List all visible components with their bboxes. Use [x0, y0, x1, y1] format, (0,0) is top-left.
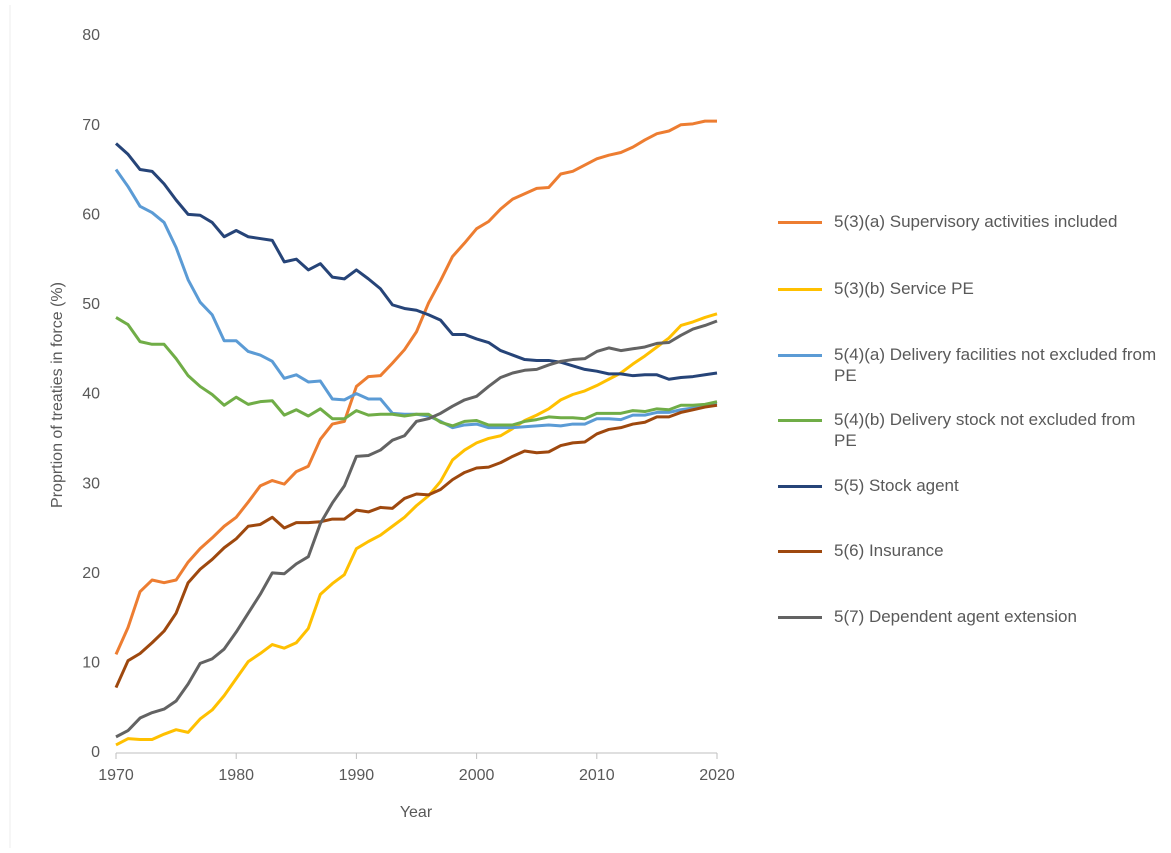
x-axis-title: Year: [400, 804, 433, 821]
legend-swatch: [778, 419, 822, 422]
legend-entry: 5(5) Stock agent: [778, 475, 1160, 496]
legend-label: 5(5) Stock agent: [834, 476, 959, 495]
y-tick-label: 0: [91, 744, 100, 761]
x-tick-label: 2010: [579, 767, 615, 784]
series-line: [114, 403, 718, 689]
series-line: [115, 316, 718, 428]
legend-label: 5(6) Insurance: [834, 541, 944, 560]
y-tick-label: 40: [82, 386, 100, 403]
legend-swatch: [778, 354, 822, 357]
legend-entry: 5(3)(a) Supervisory activities included: [778, 211, 1160, 232]
y-tick-label: 60: [82, 206, 100, 223]
series-line: [115, 312, 718, 747]
legend-label: 5(3)(b) Service PE: [834, 279, 974, 298]
x-tick-label: 1990: [339, 767, 375, 784]
series-line: [114, 142, 718, 381]
legend-entry: 5(4)(a) Delivery facilities not excluded…: [778, 344, 1160, 386]
legend-label: 5(3)(a) Supervisory activities included: [834, 212, 1118, 231]
legend-swatch: [778, 288, 822, 291]
series-line: [114, 119, 717, 656]
y-tick-label: 70: [82, 117, 100, 134]
x-tick-label: 2020: [699, 767, 735, 784]
legend-swatch: [778, 485, 822, 488]
y-axis-title: Proprtion of treaties in force (%): [49, 282, 66, 508]
legend-label: 5(4)(a) Delivery facilities not excluded…: [834, 345, 1157, 385]
x-tick-label: 1980: [218, 767, 254, 784]
y-tick-label: 30: [82, 475, 100, 492]
y-tick-label: 20: [82, 565, 100, 582]
legend-label: 5(4)(b) Delivery stock not excluded from…: [834, 410, 1136, 450]
y-tick-label: 10: [82, 655, 100, 672]
x-tick-label: 1970: [98, 767, 134, 784]
legend-swatch: [778, 550, 822, 553]
legend-entry: 5(3)(b) Service PE: [778, 278, 1160, 299]
y-tick-label: 80: [82, 27, 100, 44]
legend-swatch: [778, 616, 822, 619]
legend-entry: 5(4)(b) Delivery stock not excluded from…: [778, 409, 1160, 451]
legend-entry: 5(6) Insurance: [778, 540, 1160, 561]
y-tick-label: 50: [82, 296, 100, 313]
legend-label: 5(7) Dependent agent extension: [834, 607, 1077, 626]
legend-entry: 5(7) Dependent agent extension: [778, 606, 1160, 627]
legend-swatch: [778, 221, 822, 224]
series-line: [115, 319, 718, 739]
x-tick-label: 2000: [459, 767, 495, 784]
